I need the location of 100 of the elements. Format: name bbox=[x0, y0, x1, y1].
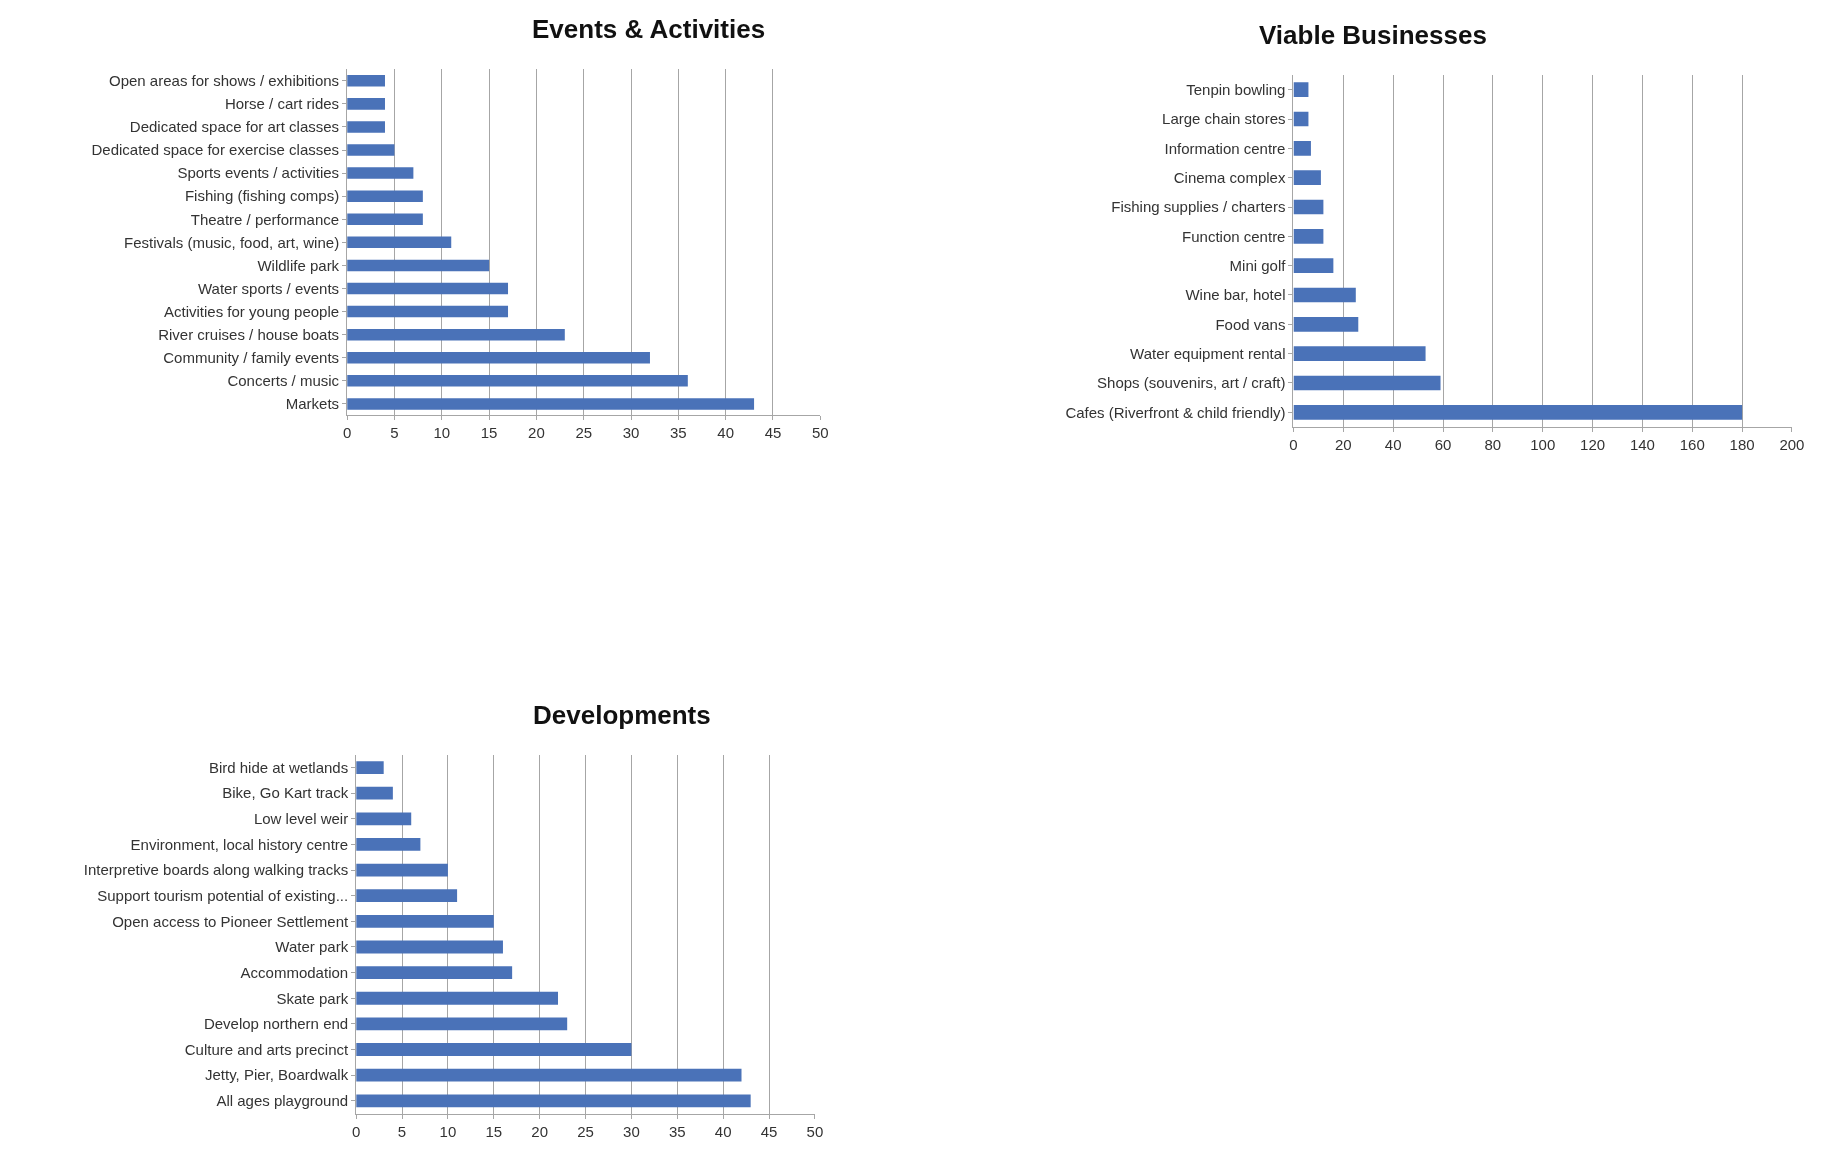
y-tick-label: Accommodation bbox=[240, 963, 349, 981]
y-tick-label: Environment, local history centre bbox=[130, 835, 349, 853]
y-tick-label: Cafes (Riverfront & child friendly) bbox=[1065, 403, 1286, 421]
y-tick-label: Open areas for shows / exhibitions bbox=[109, 72, 340, 90]
bar bbox=[1293, 316, 1359, 332]
y-tick-label: Bird hide at wetlands bbox=[208, 758, 349, 776]
x-tick-label: 80 bbox=[1484, 435, 1502, 453]
y-tick-label: Dedicated space for art classes bbox=[129, 118, 340, 136]
x-tick-label: 50 bbox=[811, 424, 829, 442]
y-tick-label: Sports events / activities bbox=[177, 164, 340, 182]
bar bbox=[347, 144, 395, 156]
x-tick-label: 15 bbox=[485, 1122, 503, 1140]
y-tick-label: Support tourism potential of existing... bbox=[97, 886, 349, 904]
x-tick-label: 45 bbox=[760, 1122, 778, 1140]
x-tick-label: 0 bbox=[342, 424, 352, 442]
x-tick-label: 60 bbox=[1434, 435, 1452, 453]
x-tick-label: 40 bbox=[1384, 435, 1402, 453]
bar bbox=[1293, 404, 1743, 420]
y-tick-label: Community / family events bbox=[163, 348, 340, 366]
bar bbox=[356, 1068, 742, 1082]
y-tick-label: River cruises / house boats bbox=[158, 325, 340, 343]
y-tick-label: Water sports / events bbox=[197, 279, 340, 297]
x-tick-label: 0 bbox=[1289, 435, 1298, 453]
y-tick-label: Tenpin bowling bbox=[1186, 80, 1286, 98]
bar bbox=[356, 914, 494, 928]
chart-title: Viable Businesses bbox=[1259, 20, 1487, 50]
bar bbox=[347, 121, 385, 133]
bar bbox=[356, 1043, 632, 1056]
y-tick-label: Open access to Pioneer Settlement bbox=[112, 912, 349, 930]
y-tick-label: Markets bbox=[285, 395, 340, 413]
bar bbox=[347, 213, 423, 226]
y-tick-label: Function centre bbox=[1182, 227, 1286, 245]
y-tick-label: Fishing (fishing comps) bbox=[184, 187, 340, 205]
x-tick-label: 100 bbox=[1530, 435, 1556, 453]
bar bbox=[347, 236, 452, 249]
bar bbox=[356, 1017, 568, 1031]
y-tick-label: Dedicated space for exercise classes bbox=[91, 141, 340, 159]
x-tick-label: 40 bbox=[717, 424, 735, 442]
y-tick-label: Information centre bbox=[1164, 139, 1286, 157]
bar bbox=[347, 259, 490, 272]
y-tick-label: Festivals (music, food, art, wine) bbox=[124, 233, 340, 251]
x-tick-label: 15 bbox=[480, 424, 498, 442]
x-tick-label: 200 bbox=[1779, 435, 1805, 453]
y-tick-label: Horse / cart rides bbox=[224, 95, 340, 113]
bar bbox=[347, 190, 423, 202]
x-tick-label: 20 bbox=[528, 424, 545, 442]
y-tick-label: Concerts / music bbox=[227, 372, 340, 390]
x-tick-label: 120 bbox=[1580, 435, 1606, 453]
y-tick-label: Bike, Go Kart track bbox=[222, 784, 349, 802]
bar bbox=[356, 966, 513, 980]
x-tick-label: 5 bbox=[397, 1122, 407, 1140]
x-tick-label: 45 bbox=[764, 424, 782, 442]
bar bbox=[1293, 375, 1441, 391]
bar bbox=[356, 940, 503, 954]
y-tick-label: Low level weir bbox=[253, 810, 349, 828]
bar bbox=[347, 75, 385, 87]
bar bbox=[347, 351, 650, 364]
y-tick-label: Activities for young people bbox=[164, 302, 340, 320]
chart-title: Events & Activities bbox=[532, 14, 766, 44]
bar bbox=[1293, 287, 1356, 303]
bar bbox=[1293, 199, 1324, 215]
x-tick-label: 140 bbox=[1629, 435, 1655, 453]
x-tick-label: 25 bbox=[577, 1122, 594, 1140]
y-tick-label: Water park bbox=[275, 938, 349, 956]
x-tick-label: 35 bbox=[670, 424, 687, 442]
bar bbox=[356, 761, 384, 774]
bar bbox=[1293, 258, 1334, 273]
bar bbox=[1293, 82, 1309, 98]
x-tick-label: 10 bbox=[439, 1122, 457, 1140]
bar bbox=[347, 98, 385, 110]
bar bbox=[347, 328, 565, 341]
bar bbox=[347, 305, 509, 318]
x-tick-label: 10 bbox=[433, 424, 451, 442]
x-tick-label: 20 bbox=[1334, 435, 1352, 453]
bar bbox=[347, 398, 755, 410]
bar bbox=[1293, 141, 1311, 156]
y-tick-label: Large chain stores bbox=[1162, 110, 1286, 128]
y-tick-label: Interpretive boards along walking tracks bbox=[83, 861, 349, 879]
x-tick-label: 35 bbox=[668, 1122, 686, 1140]
x-tick-label: 180 bbox=[1729, 435, 1755, 453]
x-tick-label: 40 bbox=[714, 1122, 732, 1140]
y-tick-label: Fishing supplies / charters bbox=[1111, 198, 1286, 216]
x-tick-label: 50 bbox=[806, 1122, 824, 1140]
bar bbox=[1293, 346, 1426, 361]
y-tick-label: Food vans bbox=[1215, 315, 1286, 333]
y-tick-label: Water equipment rental bbox=[1130, 344, 1286, 362]
bar bbox=[347, 375, 688, 387]
bar bbox=[347, 282, 509, 295]
bar bbox=[356, 812, 412, 826]
x-tick-label: 160 bbox=[1679, 435, 1705, 453]
x-tick-label: 30 bbox=[623, 1122, 640, 1140]
bar bbox=[1293, 229, 1324, 244]
bar bbox=[347, 167, 414, 179]
y-tick-label: Culture and arts precinct bbox=[184, 1040, 349, 1058]
x-tick-label: 5 bbox=[390, 424, 399, 442]
bar bbox=[356, 991, 559, 1005]
y-tick-label: Wildlife park bbox=[257, 256, 340, 274]
x-tick-label: 0 bbox=[352, 1122, 361, 1140]
y-tick-label: Wine bar, hotel bbox=[1185, 286, 1286, 304]
x-tick-label: 30 bbox=[622, 424, 640, 442]
